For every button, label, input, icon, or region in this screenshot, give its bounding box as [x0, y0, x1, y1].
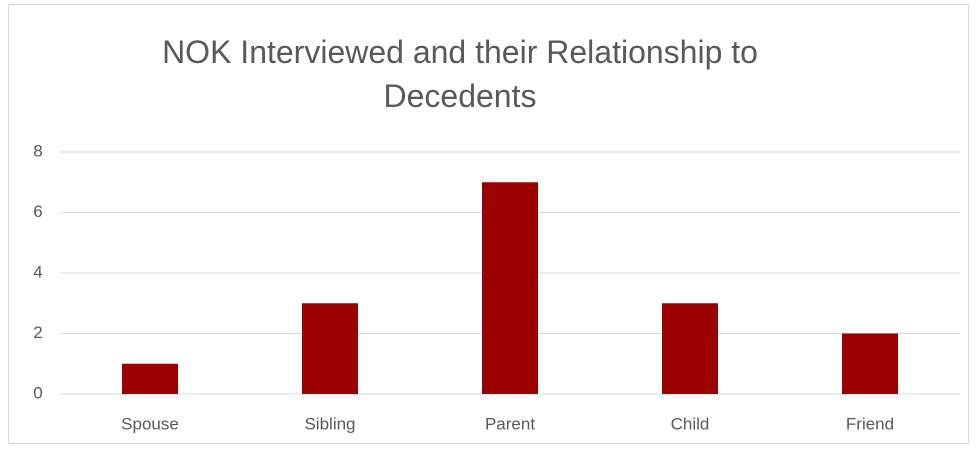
y-tick-label: 2 [33, 323, 42, 342]
bar [842, 333, 898, 394]
bar [302, 303, 358, 394]
x-tick-label: Parent [485, 414, 535, 433]
y-tick-label: 4 [33, 262, 42, 281]
chart-border [8, 4, 969, 444]
bar [122, 363, 178, 394]
x-tick-label: Sibling [304, 414, 355, 433]
x-tick-label: Friend [846, 414, 894, 433]
bar [482, 182, 538, 394]
y-tick-label: 0 [33, 383, 42, 402]
y-tick-label: 6 [33, 202, 42, 221]
y-tick-label: 8 [33, 141, 42, 160]
x-tick-label: Child [671, 414, 710, 433]
bar [662, 303, 718, 394]
chart-title: NOK Interviewed and their Relationship t… [162, 34, 758, 114]
x-tick-label: Spouse [121, 414, 179, 433]
